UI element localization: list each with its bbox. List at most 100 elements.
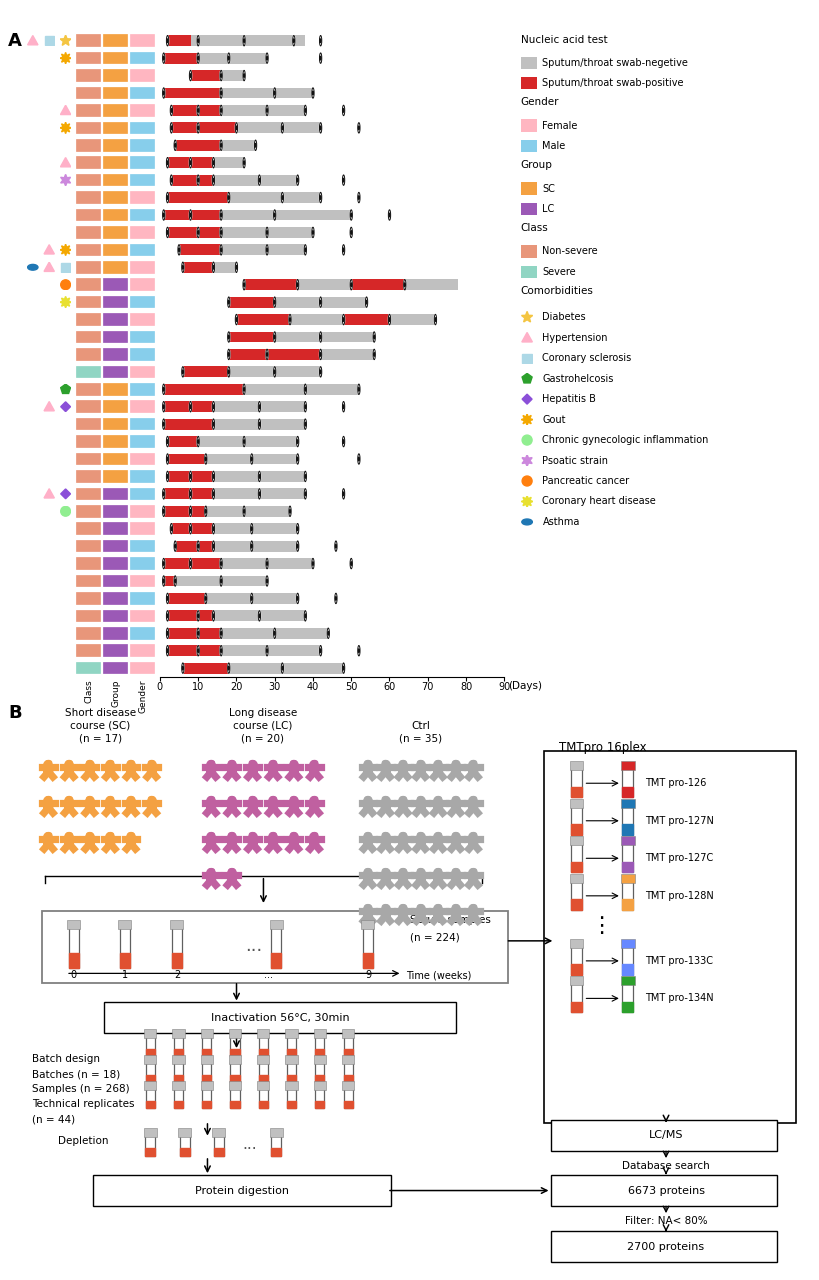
Polygon shape	[120, 954, 129, 969]
Circle shape	[290, 760, 297, 764]
Polygon shape	[145, 1148, 155, 1156]
Circle shape	[189, 70, 192, 81]
Circle shape	[258, 611, 260, 621]
Circle shape	[364, 832, 371, 837]
Circle shape	[197, 645, 199, 655]
FancyBboxPatch shape	[257, 1080, 269, 1091]
Circle shape	[207, 760, 215, 764]
Text: P7: P7	[143, 54, 154, 63]
Ellipse shape	[28, 265, 38, 270]
Bar	[221, 645, 320, 657]
Circle shape	[45, 796, 52, 801]
Circle shape	[304, 244, 306, 255]
FancyBboxPatch shape	[620, 799, 634, 808]
Circle shape	[197, 628, 199, 639]
Polygon shape	[61, 174, 70, 186]
Circle shape	[162, 576, 165, 586]
Circle shape	[166, 611, 169, 621]
Polygon shape	[521, 495, 532, 507]
Circle shape	[248, 760, 256, 764]
Circle shape	[274, 210, 275, 220]
Text: Hypertension: Hypertension	[542, 333, 607, 343]
Bar	[171, 524, 213, 534]
Circle shape	[327, 628, 329, 639]
Circle shape	[334, 541, 337, 552]
FancyBboxPatch shape	[42, 911, 507, 983]
Circle shape	[166, 645, 169, 655]
Bar	[190, 36, 305, 46]
Text: Serum samples: Serum samples	[410, 915, 491, 925]
Text: TMT pro-133C: TMT pro-133C	[644, 956, 712, 966]
Circle shape	[281, 192, 283, 202]
Circle shape	[342, 105, 344, 115]
Bar	[405, 279, 458, 291]
Circle shape	[162, 489, 165, 499]
Ellipse shape	[521, 518, 532, 525]
Bar	[229, 297, 274, 307]
Polygon shape	[61, 262, 70, 271]
Polygon shape	[571, 787, 581, 797]
Bar	[274, 332, 373, 343]
Bar	[213, 419, 305, 430]
Circle shape	[127, 796, 134, 801]
Bar	[236, 314, 290, 325]
Polygon shape	[69, 954, 79, 969]
Bar	[213, 157, 244, 168]
Circle shape	[197, 436, 199, 447]
Bar	[167, 36, 190, 46]
FancyBboxPatch shape	[314, 1055, 325, 1064]
Bar	[167, 593, 206, 604]
Text: Batches (n = 18): Batches (n = 18)	[32, 1070, 120, 1079]
Circle shape	[228, 366, 229, 378]
Text: ...: ...	[264, 970, 273, 980]
Circle shape	[178, 244, 180, 255]
Text: Sputum/throat swab-positive: Sputum/throat swab-positive	[542, 78, 683, 88]
Circle shape	[174, 140, 176, 151]
Circle shape	[219, 105, 222, 115]
Circle shape	[258, 402, 260, 412]
Circle shape	[350, 558, 352, 568]
Circle shape	[319, 123, 321, 133]
Circle shape	[469, 796, 477, 801]
Circle shape	[251, 593, 252, 604]
Circle shape	[522, 435, 532, 445]
Circle shape	[292, 36, 295, 46]
FancyBboxPatch shape	[550, 1231, 776, 1262]
Circle shape	[242, 157, 245, 168]
FancyBboxPatch shape	[569, 977, 583, 986]
Circle shape	[373, 349, 375, 360]
Circle shape	[416, 832, 424, 837]
Bar	[164, 419, 213, 430]
Circle shape	[399, 832, 406, 837]
Bar	[274, 297, 366, 307]
Bar	[343, 314, 389, 325]
Text: Group: Group	[111, 680, 120, 707]
Text: Short disease
course (SC)
(n = 17): Short disease course (SC) (n = 17)	[65, 708, 135, 744]
Circle shape	[290, 796, 297, 801]
FancyBboxPatch shape	[569, 799, 583, 808]
Polygon shape	[314, 1048, 324, 1056]
Circle shape	[166, 227, 169, 238]
Text: P2: P2	[143, 36, 154, 45]
Circle shape	[288, 315, 291, 325]
Circle shape	[342, 244, 344, 255]
Circle shape	[197, 52, 199, 64]
Circle shape	[189, 558, 192, 568]
Text: P32: P32	[138, 262, 154, 271]
Circle shape	[86, 832, 93, 837]
Circle shape	[106, 832, 114, 837]
Text: P21: P21	[138, 193, 154, 202]
Text: Severe: Severe	[542, 268, 576, 276]
Polygon shape	[521, 413, 532, 425]
FancyBboxPatch shape	[620, 977, 634, 986]
Text: ...: ...	[242, 1137, 256, 1152]
Polygon shape	[214, 1148, 224, 1156]
Text: Asthma: Asthma	[542, 517, 579, 527]
Polygon shape	[146, 1075, 155, 1082]
Polygon shape	[201, 1101, 211, 1108]
Circle shape	[373, 332, 375, 342]
Polygon shape	[287, 1048, 296, 1056]
Bar	[389, 314, 435, 325]
FancyBboxPatch shape	[314, 1080, 325, 1091]
Bar	[221, 558, 313, 570]
